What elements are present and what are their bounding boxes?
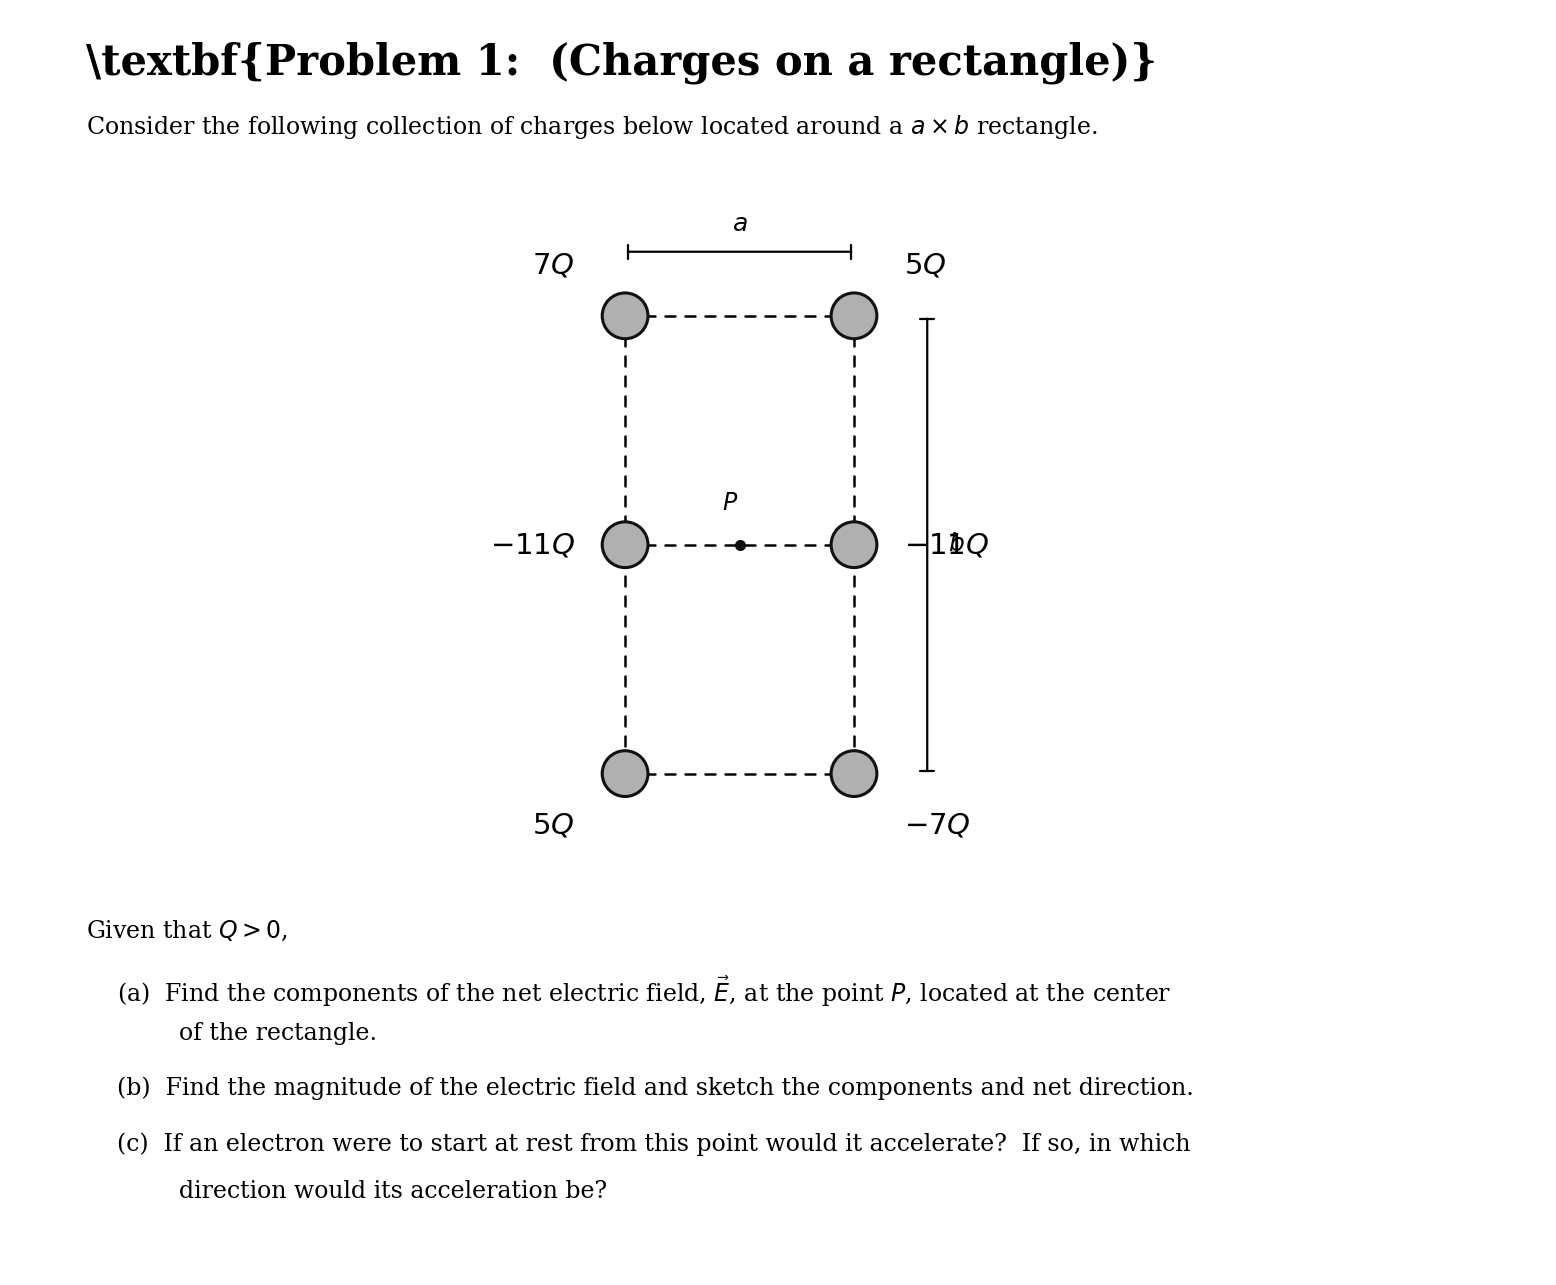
Text: (c)  If an electron were to start at rest from this point would it accelerate?  : (c) If an electron were to start at rest… <box>117 1132 1190 1155</box>
Text: direction would its acceleration be?: direction would its acceleration be? <box>179 1180 607 1203</box>
Text: Consider the following collection of charges below located around a $a \times b$: Consider the following collection of cha… <box>86 113 1097 141</box>
Text: (a)  Find the components of the net electric field, $\vec{E}$, at the point $P$,: (a) Find the components of the net elect… <box>117 974 1172 1009</box>
Text: $-11Q$: $-11Q$ <box>904 531 990 559</box>
Circle shape <box>602 522 647 568</box>
Text: $5Q$: $5Q$ <box>904 251 946 279</box>
Text: (b)  Find the magnitude of the electric field and sketch the components and net : (b) Find the magnitude of the electric f… <box>117 1077 1193 1100</box>
Circle shape <box>831 750 878 797</box>
Text: $-7Q$: $-7Q$ <box>904 811 971 839</box>
Text: $-11Q$: $-11Q$ <box>490 531 574 559</box>
Text: $a$: $a$ <box>731 213 747 235</box>
Text: $b$: $b$ <box>948 533 965 556</box>
Text: $P$: $P$ <box>722 492 739 515</box>
Circle shape <box>602 750 647 797</box>
Text: $5Q$: $5Q$ <box>532 811 574 839</box>
Text: Given that $Q > 0$,: Given that $Q > 0$, <box>86 919 288 943</box>
Circle shape <box>831 522 878 568</box>
Circle shape <box>602 293 647 339</box>
Text: \textbf{Problem 1:  (Charges on a rectangle)}: \textbf{Problem 1: (Charges on a rectang… <box>86 41 1156 84</box>
Text: $7Q$: $7Q$ <box>532 251 574 279</box>
Circle shape <box>831 293 878 339</box>
Text: of the rectangle.: of the rectangle. <box>179 1022 377 1045</box>
